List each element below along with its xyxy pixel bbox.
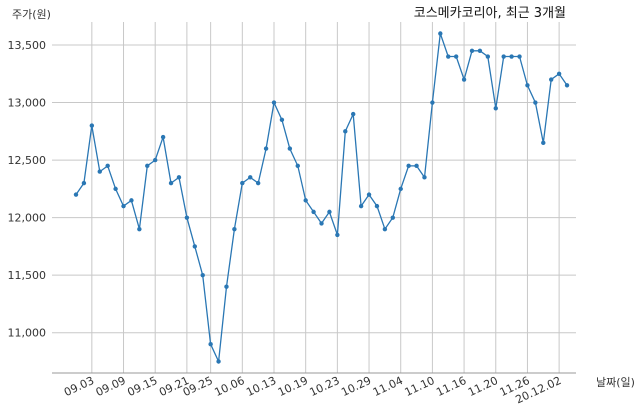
data-point	[208, 342, 213, 347]
data-point	[192, 244, 197, 249]
data-point	[366, 192, 372, 197]
data-point	[271, 100, 277, 105]
x-tick-label: 10.13	[244, 374, 278, 399]
data-point	[168, 180, 174, 186]
y-tick-label: 12,500	[8, 154, 47, 167]
data-point	[145, 163, 150, 169]
data-point	[121, 203, 126, 209]
data-points	[73, 31, 570, 364]
data-point	[469, 48, 475, 53]
data-point	[438, 31, 443, 36]
data-point	[81, 180, 87, 186]
data-point	[216, 359, 221, 364]
y-tick-label: 11,500	[8, 269, 47, 282]
data-point	[493, 106, 498, 111]
data-point	[533, 100, 538, 105]
series-line	[75, 33, 568, 364]
x-tick-label: 11.10	[403, 374, 437, 399]
x-tick-label: 11.20	[466, 374, 500, 399]
data-point	[113, 186, 118, 192]
data-point	[335, 232, 340, 238]
data-point	[240, 180, 245, 186]
x-tick-label: 09.03	[62, 374, 96, 399]
data-point	[446, 54, 451, 59]
data-point	[89, 123, 95, 128]
data-point	[398, 186, 403, 192]
data-point	[319, 221, 324, 226]
x-tick-label: 11.04	[371, 374, 405, 399]
data-point	[295, 163, 300, 169]
data-point	[501, 54, 506, 59]
x-tick-label: 09.15	[125, 374, 159, 399]
data-point	[374, 203, 380, 209]
data-point	[73, 192, 79, 197]
data-point	[200, 272, 205, 278]
data-point	[509, 54, 514, 59]
data-point	[564, 83, 570, 88]
x-tick-label: 09.09	[94, 374, 128, 399]
data-point	[248, 175, 253, 180]
x-tick-label: 11.16	[434, 374, 468, 399]
data-point	[525, 83, 530, 88]
data-point	[279, 117, 285, 123]
data-point	[105, 163, 110, 169]
data-point	[184, 215, 190, 220]
data-point	[414, 163, 419, 169]
data-point	[406, 163, 411, 169]
data-point	[517, 54, 522, 59]
y-axis-title: 주가(원)	[12, 8, 51, 21]
data-point	[390, 215, 395, 220]
data-point	[485, 54, 491, 59]
y-tick-label: 13,000	[8, 97, 47, 110]
x-tick-label: 10.19	[276, 374, 310, 399]
data-point	[303, 198, 308, 203]
data-point	[549, 77, 554, 82]
data-point	[382, 226, 388, 232]
x-tick-label: 10.23	[308, 374, 342, 399]
data-point	[311, 209, 316, 215]
data-point	[430, 100, 435, 105]
y-tick-label: 13,500	[8, 39, 47, 52]
data-point	[137, 226, 142, 232]
data-point	[287, 146, 293, 151]
price-series	[75, 33, 568, 364]
data-point	[232, 226, 237, 232]
data-point	[461, 77, 467, 82]
data-point	[97, 169, 102, 174]
x-axis-title: 날짜(일)	[596, 375, 635, 389]
data-point	[541, 140, 546, 146]
data-point	[160, 134, 166, 140]
y-tick-label: 11,000	[8, 327, 47, 340]
y-tick-label: 12,000	[8, 212, 47, 225]
data-point	[477, 48, 483, 53]
data-point	[343, 129, 348, 134]
data-point	[176, 175, 182, 180]
data-point	[263, 146, 269, 151]
grid-lines	[52, 22, 576, 374]
chart-title: 코스메카코리아, 최근 3개월	[414, 6, 566, 21]
x-tick-label: 10.06	[213, 374, 247, 399]
data-point	[556, 71, 562, 76]
data-point	[153, 157, 158, 163]
data-point	[453, 54, 459, 59]
tick-labels: 11,000 11,500 12,000 12,500 13,000 13,500 09.0…	[8, 39, 564, 406]
x-tick-label: 10.29	[339, 374, 373, 399]
data-point	[224, 284, 229, 289]
data-point	[129, 198, 134, 203]
data-point	[255, 180, 261, 186]
data-point	[327, 209, 332, 215]
data-point	[351, 111, 356, 117]
data-point	[422, 175, 427, 180]
data-point	[358, 203, 364, 209]
